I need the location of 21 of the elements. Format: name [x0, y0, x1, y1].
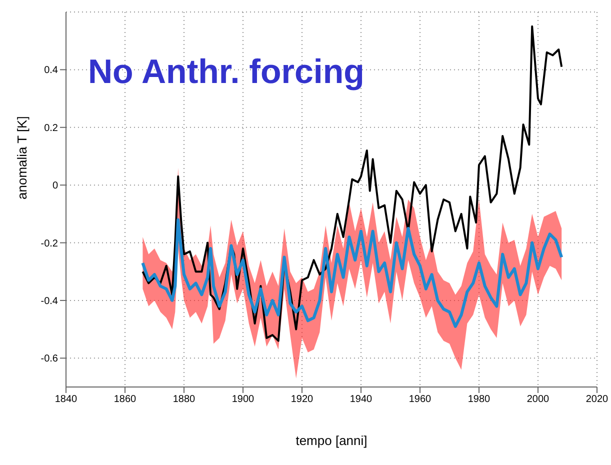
line-series: [141, 218, 564, 328]
x-tick-label: 1940: [350, 394, 373, 406]
y-tick-label: -0.6: [40, 354, 58, 365]
y-tick-label: 0: [52, 180, 58, 192]
x-tick-label: 1860: [114, 394, 137, 406]
y-tick-label: 0.2: [44, 122, 58, 134]
x-tick-label: 1960: [408, 394, 432, 406]
text: No Anthr. forcing: [88, 53, 364, 92]
y-tick-label: 0.4: [44, 65, 58, 76]
x-tick-label: 2020: [586, 394, 609, 406]
y-tick-label: -0.2: [40, 238, 58, 250]
y-tick-label: -0.4: [40, 296, 58, 308]
x-tick-label: 1840: [54, 394, 78, 406]
x-tick-label: 1980: [468, 394, 491, 406]
x-axis-title: tempo [anni]: [296, 433, 368, 448]
y-axis-title: anomalia T [K]: [14, 116, 30, 200]
x-tick-label: 2000: [526, 394, 550, 406]
x-tick-label: 1880: [172, 394, 196, 406]
line-series: [142, 25, 563, 342]
x-tick-label: 1900: [232, 394, 255, 406]
x-tick-label: 1920: [290, 394, 314, 406]
